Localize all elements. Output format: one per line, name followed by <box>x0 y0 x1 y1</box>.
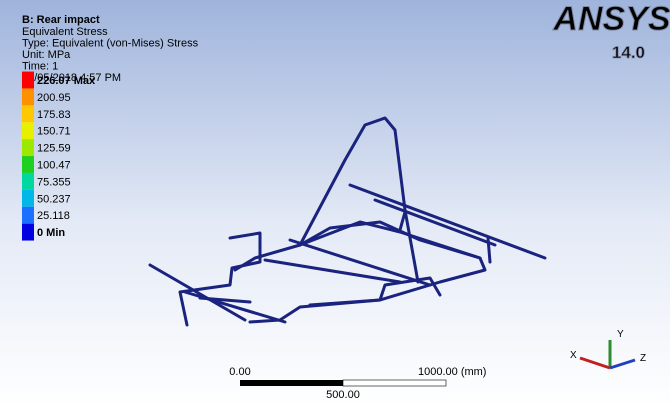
logo-name: ANSYS <box>552 0 670 38</box>
legend-swatch <box>22 122 34 139</box>
legend-swatch <box>22 190 34 207</box>
legend-label: 100.47 <box>37 160 71 172</box>
header-line: Type: Equivalent (von-Mises) Stress <box>22 38 199 50</box>
triad-y: Y <box>617 329 624 340</box>
scale-end: 1000.00 (mm) <box>418 366 486 378</box>
legend-swatch <box>22 224 34 241</box>
legend-label: 25.118 <box>37 210 70 222</box>
triad-z: Z <box>640 353 646 364</box>
legend-label: 125.59 <box>37 143 71 155</box>
triad-x: X <box>570 350 577 361</box>
logo-version: 14.0 <box>612 43 645 62</box>
scale-segment <box>240 380 343 386</box>
legend-swatch <box>22 72 34 89</box>
legend-label: 175.83 <box>37 109 71 121</box>
legend-swatch <box>22 156 34 173</box>
legend-swatch <box>22 173 34 190</box>
legend-label: 50.237 <box>37 193 71 205</box>
scale-start: 0.00 <box>229 366 250 378</box>
legend-swatch <box>22 139 34 156</box>
ansys-viewport: B: Rear impact Equivalent StressType: Eq… <box>0 0 670 408</box>
legend-swatch <box>22 207 34 224</box>
background <box>0 0 670 408</box>
header-line: Unit: MPa <box>22 49 71 61</box>
tube <box>488 238 490 262</box>
scale-middle: 500.00 <box>326 389 360 401</box>
legend-label: 0 Min <box>37 227 65 239</box>
header-title: B: Rear impact <box>22 14 100 26</box>
legend-label: 226.07 Max <box>37 75 96 87</box>
legend-label: 75.355 <box>37 176 71 188</box>
scale-segment <box>343 380 446 386</box>
header-line: Time: 1 <box>22 61 58 73</box>
header-line: Equivalent Stress <box>22 26 108 38</box>
legend-label: 150.71 <box>37 126 71 138</box>
legend-swatch <box>22 105 34 122</box>
legend-label: 200.95 <box>37 92 71 104</box>
legend-swatch <box>22 88 34 105</box>
